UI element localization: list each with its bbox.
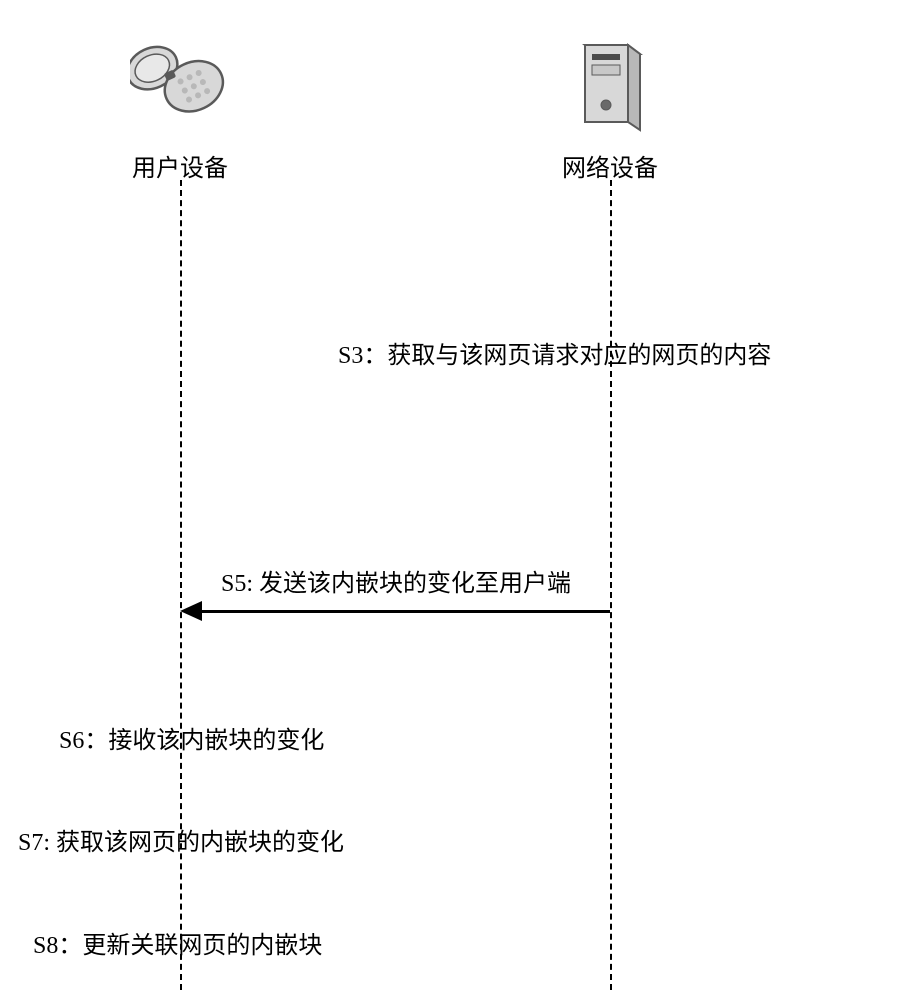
step-s8-label: S8：更新关联网页的内嵌块 xyxy=(33,925,322,960)
arrow-s5 xyxy=(180,600,610,630)
arrow-s5-line xyxy=(195,610,610,613)
lifeline-network-device xyxy=(610,180,612,990)
server-icon xyxy=(560,30,660,140)
actor-network-device-label: 网络设备 xyxy=(560,148,660,183)
actor-network-device: 网络设备 xyxy=(560,30,660,183)
actor-user-device: 用户设备 xyxy=(130,30,230,183)
step-s5-label: S5: 发送该内嵌块的变化至用户端 xyxy=(221,563,571,598)
actor-user-device-label: 用户设备 xyxy=(130,148,230,183)
sequence-diagram: 用户设备 网络设备 S3：获取与该网页请求对应的网页 xyxy=(0,0,918,1000)
arrow-s5-head xyxy=(180,601,202,621)
phone-icon xyxy=(130,30,230,140)
step-s7-label: S7: 获取该网页的内嵌块的变化 xyxy=(18,822,344,857)
step-s6-label: S6：接收该内嵌块的变化 xyxy=(59,720,324,755)
lifeline-user-device xyxy=(180,180,182,990)
step-s3-label: S3：获取与该网页请求对应的网页的内容 xyxy=(338,335,771,370)
